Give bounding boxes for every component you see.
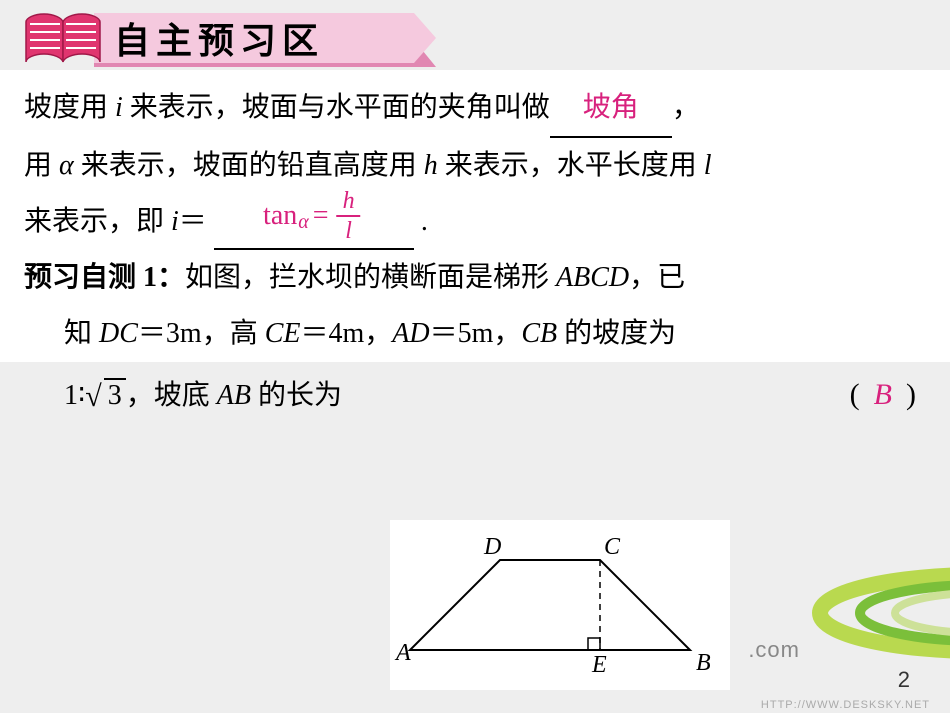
text: ，已 — [629, 262, 685, 293]
sqrt3: 3 — [85, 362, 125, 428]
period: . — [421, 206, 428, 237]
fraction: h l — [337, 189, 361, 243]
denominator: l — [339, 217, 358, 243]
label-A: A — [394, 640, 411, 666]
answer-wrap: ( B ) — [850, 362, 916, 428]
section-title: 自主预习区 — [114, 12, 324, 64]
text: 如图，拦水坝的横断面是梯形 — [185, 262, 556, 293]
title-band: 自主预习区 — [94, 13, 414, 67]
text: 坡度用 — [24, 92, 115, 123]
corner-decoration — [780, 533, 950, 683]
text: ， — [672, 92, 700, 123]
var-h: h — [424, 150, 438, 181]
label-D: D — [483, 534, 501, 560]
var-alpha: α — [59, 150, 74, 181]
text: 用 — [24, 150, 59, 181]
text: 知 — [64, 318, 99, 349]
formula-tan: tanα = h l — [263, 188, 365, 244]
var: ABCD — [556, 262, 629, 293]
answer-letter: B — [874, 378, 892, 411]
var: CB — [521, 318, 557, 349]
blank-answer-1: 坡角 — [550, 80, 672, 138]
var-l: l — [704, 150, 712, 181]
var: AB — [217, 380, 251, 411]
var-i: i — [115, 92, 123, 123]
tan: tan — [263, 188, 297, 244]
text: 1∶ — [64, 380, 85, 411]
text: ＝3m，高 — [138, 318, 265, 349]
text: ，坡底 — [126, 380, 217, 411]
book-icon — [20, 10, 106, 70]
content-paragraph: 坡度用 i 来表示，坡面与水平面的夹角叫做坡角， 用 α 来表示，坡面的铅直高度… — [0, 70, 950, 362]
eq: = — [313, 188, 329, 244]
var: DC — [99, 318, 138, 349]
trapezoid-diagram: A B C D E — [390, 520, 730, 690]
radicand: 3 — [104, 378, 126, 411]
label-E: E — [591, 652, 607, 678]
label-B: B — [696, 650, 711, 676]
label-C: C — [604, 534, 621, 560]
text: 来表示，坡面的铅直高度用 — [74, 150, 424, 181]
text: ＝5m， — [430, 318, 522, 349]
indent-row: 1∶ 3，坡底 AB 的长为 — [24, 380, 342, 411]
header: 自主预习区 — [0, 0, 950, 70]
text: 来表示，即 — [24, 206, 171, 237]
paren-right: ) — [906, 378, 916, 411]
text: 来表示，坡面与水平面的夹角叫做 — [123, 92, 550, 123]
var: AD — [392, 318, 429, 349]
blank-answer-2: tanα = h l — [214, 198, 414, 250]
paren-left: ( — [850, 378, 860, 411]
var: CE — [265, 318, 301, 349]
text: 来表示，水平长度用 — [438, 150, 704, 181]
text: 的坡度为 — [557, 318, 676, 349]
alpha-sub: α — [298, 202, 309, 242]
content-paragraph-bottom: 1∶ 3，坡底 AB 的长为 ( B ) — [0, 362, 950, 428]
page-number: 2 — [898, 667, 910, 693]
quiz-label: 预习自测 1： — [24, 262, 185, 293]
text: 的长为 — [251, 380, 342, 411]
numerator: h — [337, 189, 361, 217]
text: ＝4m， — [300, 318, 392, 349]
watermark-domain: .com — [748, 637, 800, 663]
var-i: i — [171, 206, 179, 237]
watermark-url: HTTP://WWW.DESKSKY.NET — [761, 699, 930, 711]
indent-row: 知 DC＝3m，高 CE＝4m，AD＝5m，CB 的坡度为 — [24, 318, 676, 349]
text: ＝ — [179, 206, 207, 237]
